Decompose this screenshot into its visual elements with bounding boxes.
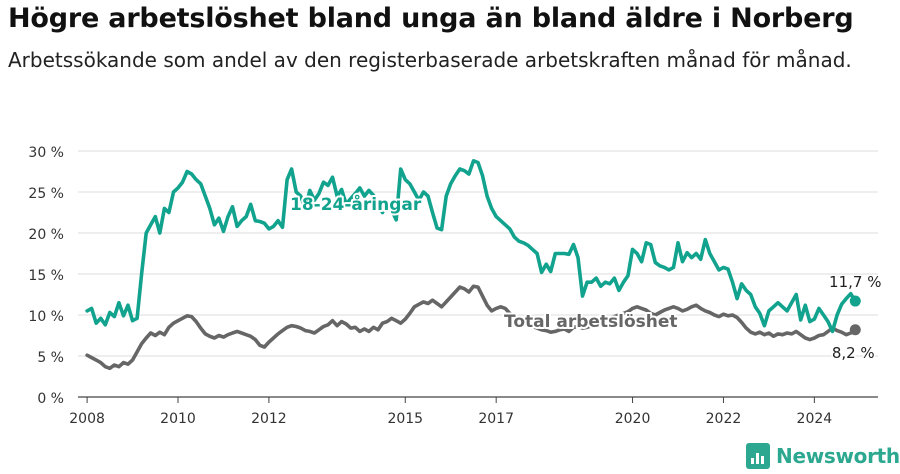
x-tick-label: 2020 [615,411,651,427]
series-line-18-24-åringar [85,159,858,334]
x-tick-label: 2008 [69,411,105,427]
brand: Newsworthy [746,442,900,470]
x-tick-label: 2017 [478,411,514,427]
x-tick-label: 2022 [706,411,742,427]
brand-name: Newsworthy [776,444,900,468]
end-value-label: 8,2 % [832,344,875,362]
x-tick-label: 2010 [160,411,196,427]
end-value-label: 11,7 % [829,273,881,291]
y-tick-label: 5 % [37,350,64,366]
y-tick-label: 15 % [28,268,64,284]
y-tick-label: 10 % [28,309,64,325]
x-tick-label: 2024 [797,411,833,427]
x-tick-label: 2012 [251,411,287,427]
series-end-point [849,295,861,307]
series-line-total-arbetslöshet [85,284,858,371]
y-tick-label: 25 % [28,186,64,202]
y-tick-label: 30 % [28,145,64,161]
chart-title: Högre arbetslöshet bland unga än bland ä… [8,3,854,34]
newsworthy-logo-icon [746,443,770,469]
y-tick-label: 20 % [28,227,64,243]
x-tick-label: 2015 [387,411,423,427]
series-end-point [849,324,861,336]
series-label-18-24: 18-24-åringar [290,193,422,215]
series-label-total: Total arbetslöshet [504,312,678,332]
chart-subtitle: Arbetssökande som andel av den registerb… [8,48,852,72]
y-tick-label: 0 % [37,391,64,407]
